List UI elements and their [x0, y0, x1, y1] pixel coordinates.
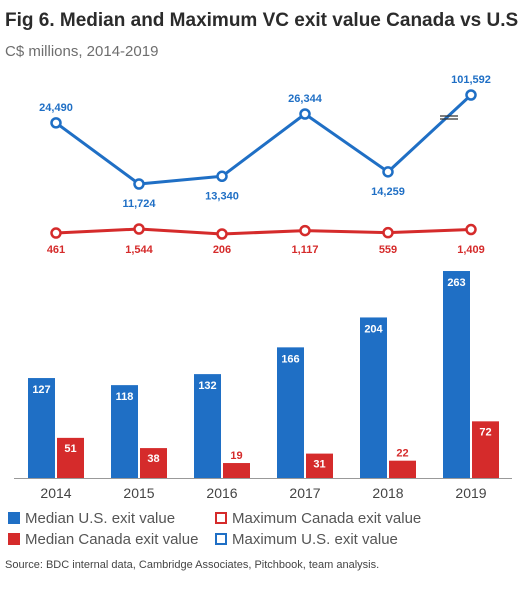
- point-label-max-us: 26,344: [288, 93, 323, 105]
- bar-label-median-canada: 31: [313, 459, 325, 471]
- source-note: Source: BDC internal data, Cambridge Ass…: [5, 559, 380, 571]
- point-max-canada: [465, 223, 477, 236]
- x-tick-label: 2018: [372, 485, 403, 501]
- point-label-max-canada: 1,409: [457, 244, 485, 256]
- point-max-canada: [50, 227, 62, 239]
- legend-swatch-median-us: [8, 512, 20, 524]
- point-label-max-us: 14,259: [371, 186, 405, 198]
- bar-median-us: [111, 385, 138, 478]
- point-max-canada: [216, 228, 228, 240]
- legend-swatch-max-us: [215, 533, 227, 545]
- bar-median-canada: [223, 463, 250, 478]
- legend-item-median-us: Median U.S. exit value: [8, 510, 175, 527]
- point-max-canada: [299, 224, 311, 237]
- bar-label-median-us: 263: [447, 277, 465, 289]
- bar-median-us: [277, 347, 304, 478]
- chart-title: Fig 6. Median and Maximum VC exit value …: [5, 10, 519, 31]
- bar-label-median-us: 132: [198, 380, 216, 392]
- legend-label: Median Canada exit value: [25, 531, 199, 548]
- bar-median-canada: [306, 453, 333, 478]
- x-tick-label: 2016: [206, 485, 237, 501]
- point-max-canada: [133, 223, 145, 235]
- x-tick-label: 2015: [123, 485, 154, 501]
- point-label-max-canada: 461: [47, 244, 65, 256]
- line-max-us: [55, 93, 473, 186]
- point-label-max-canada: 1,117: [292, 244, 319, 256]
- point-max-us: [465, 89, 477, 101]
- bar-label-median-us: 127: [32, 384, 50, 396]
- bar-median-us: [28, 378, 55, 478]
- legend-label: Median U.S. exit value: [25, 510, 176, 527]
- legend-item-median-canada: Median Canada exit value: [8, 531, 198, 548]
- bar-median-us: [360, 317, 387, 478]
- bar-median-canada: [57, 437, 84, 478]
- point-max-us: [299, 108, 311, 120]
- chart-subtitle: C$ millions, 2014-2019: [5, 43, 159, 60]
- point-label-max-canada: 206: [213, 244, 231, 256]
- point-label-max-us: 24,490: [39, 102, 73, 114]
- point-max-us: [133, 178, 145, 190]
- point-max-canada: [382, 226, 394, 239]
- line-max-canada: [55, 227, 472, 236]
- point-label-max-us: 13,340: [205, 190, 239, 202]
- bar-median-us: [443, 271, 470, 478]
- point-max-us: [382, 166, 394, 178]
- legend-item-max-us: Maximum U.S. exit value: [215, 531, 398, 548]
- point-label-max-canada: 1,544: [125, 244, 153, 256]
- point-label-max-us: 101,592: [451, 74, 491, 86]
- bar-label-median-canada: 51: [64, 443, 76, 455]
- point-label-max-canada: 559: [379, 244, 397, 256]
- bar-median-us: [194, 374, 221, 478]
- bar-label-median-us: 166: [281, 353, 299, 365]
- bars-layer: 127 51 118 38 132 19 166 31 204 22 263 72: [28, 271, 499, 478]
- bar-label-median-canada: 19: [230, 450, 242, 462]
- bar-label-median-canada: 38: [147, 453, 159, 465]
- x-tick-label: 2019: [455, 485, 486, 501]
- bar-median-canada: [472, 421, 499, 478]
- bar-median-canada: [140, 448, 167, 478]
- x-axis: 2014 2015 2016 2017 2018 2019: [14, 478, 512, 501]
- legend-swatch-median-canada: [8, 533, 20, 545]
- x-tick-label: 2014: [40, 485, 71, 501]
- point-max-us: [216, 170, 228, 183]
- legend-label: Maximum U.S. exit value: [232, 531, 398, 548]
- bar-label-median-canada: 22: [396, 448, 408, 460]
- point-label-max-us: 11,724: [122, 198, 156, 210]
- x-tick-label: 2017: [289, 485, 320, 501]
- bar-median-canada: [389, 460, 416, 478]
- legend-item-max-canada: Maximum Canada exit value: [215, 510, 421, 527]
- legend-swatch-max-canada: [215, 512, 227, 524]
- bar-label-median-us: 118: [116, 391, 134, 403]
- bar-label-median-us: 204: [364, 323, 383, 335]
- bar-label-median-canada: 72: [479, 426, 491, 438]
- lines-layer: 24,490 11,724 13,340 26,344 14,259 101,592 461…: [39, 74, 491, 256]
- point-max-us: [50, 117, 62, 129]
- legend-label: Maximum Canada exit value: [232, 510, 422, 527]
